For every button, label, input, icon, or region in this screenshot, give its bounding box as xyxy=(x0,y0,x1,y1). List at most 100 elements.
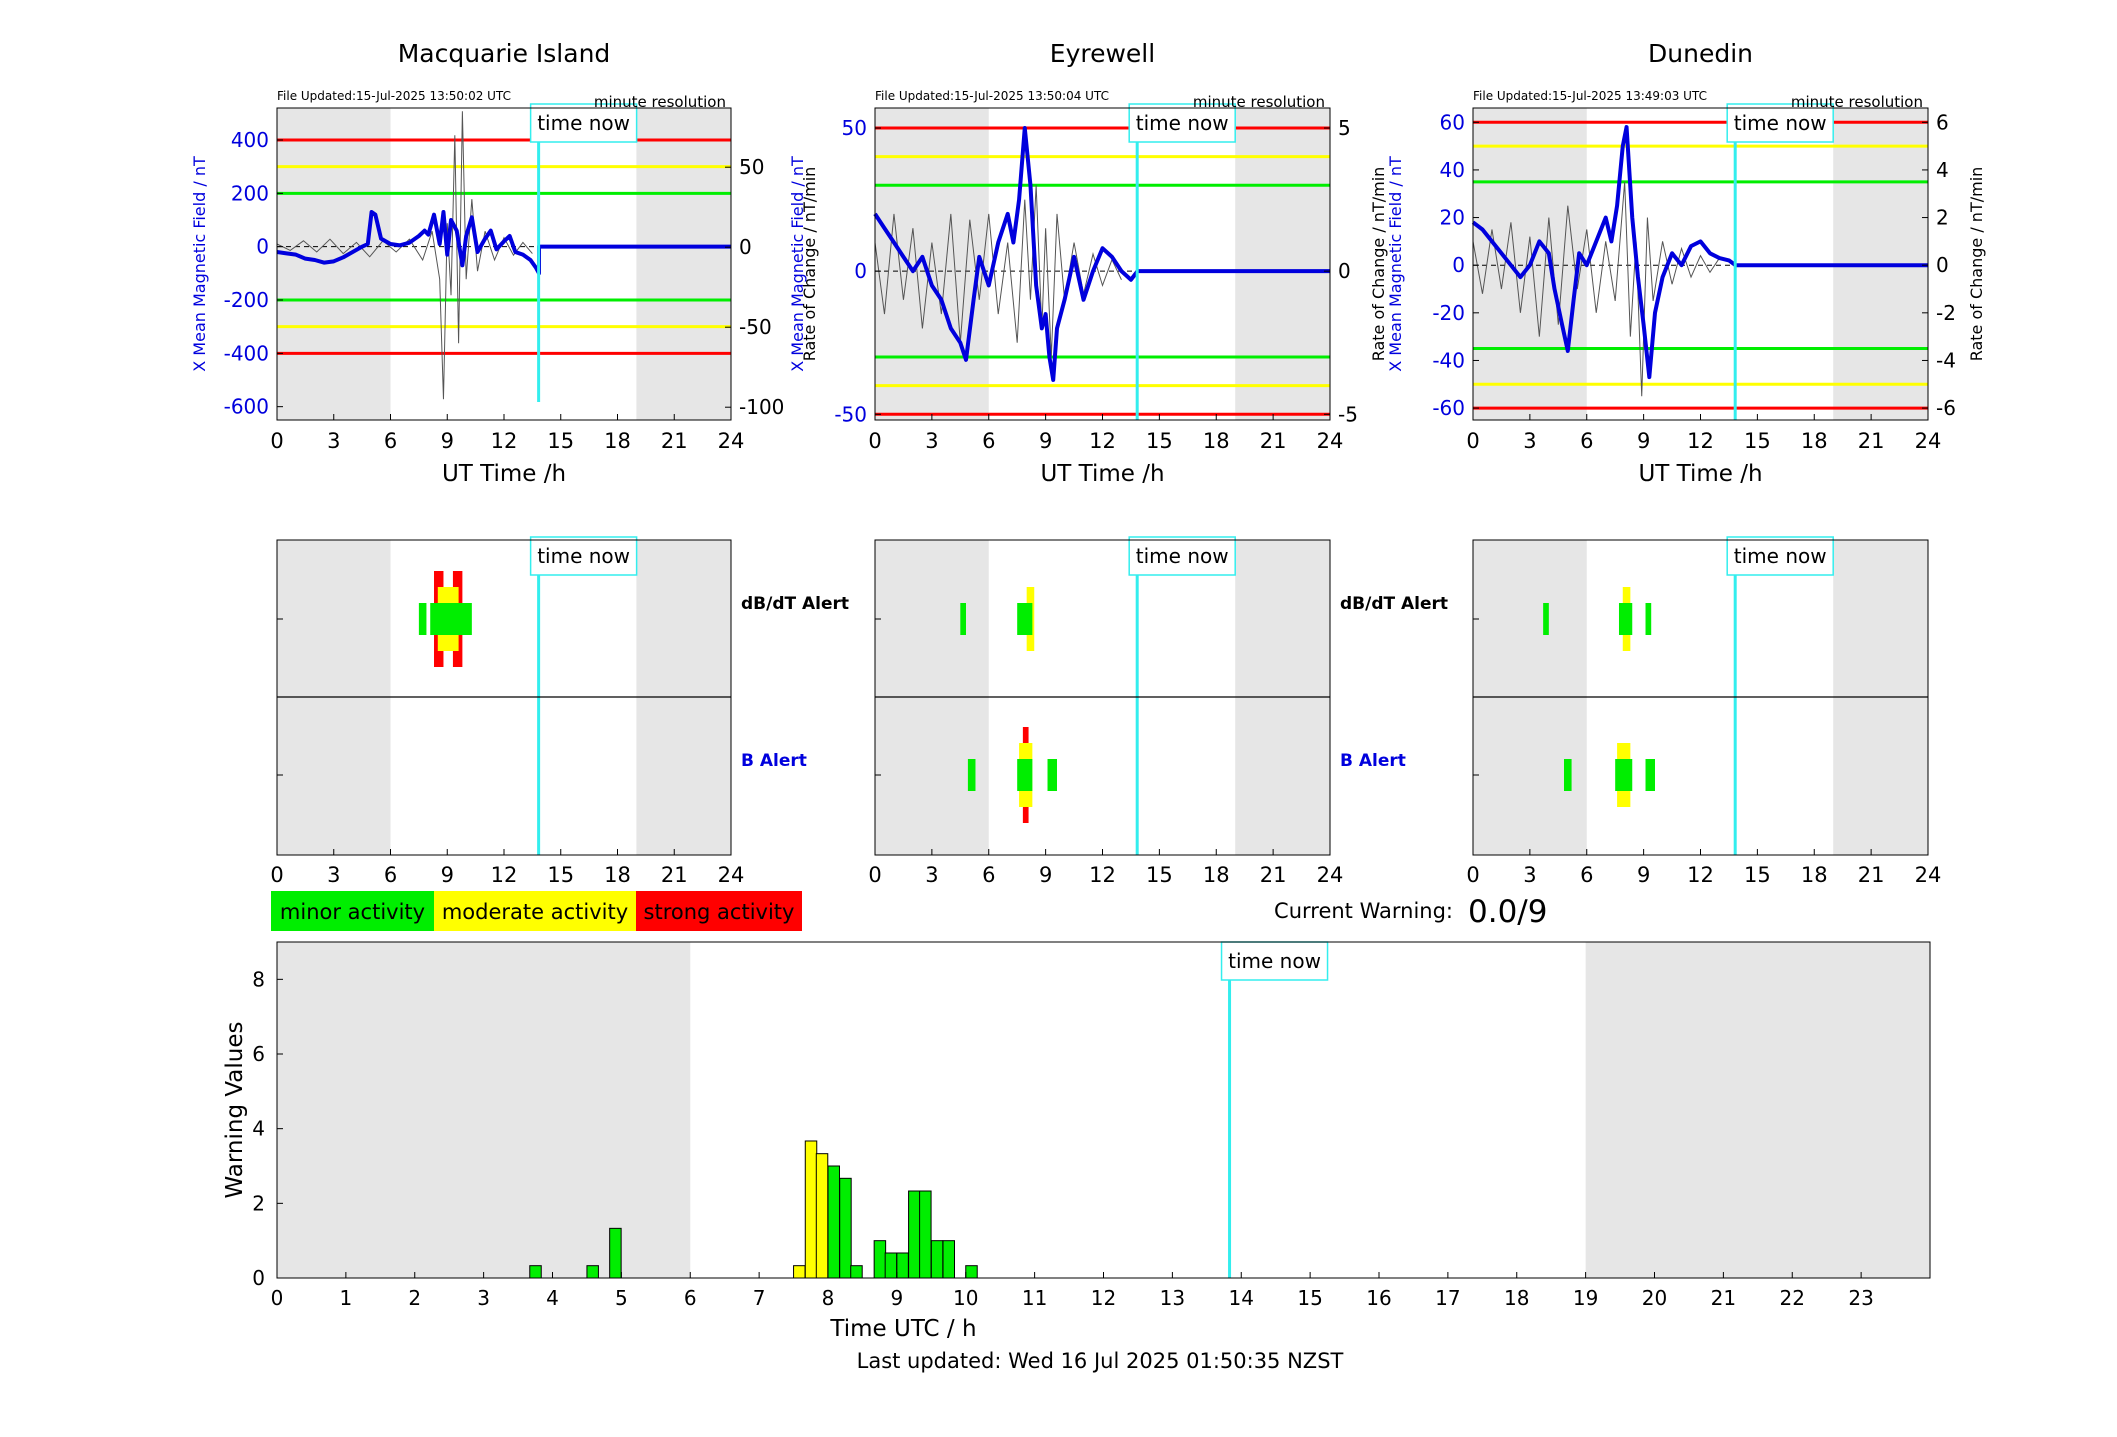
x-field-series xyxy=(1471,125,1928,380)
b-alert-label: B Alert xyxy=(1340,751,1406,771)
dbdt-alert-label: dB/dT Alert xyxy=(1340,594,1448,614)
y-axis-label-left: X Mean Magnetic Field / nT xyxy=(190,156,209,372)
x-tick-label: 12 xyxy=(491,429,518,453)
x-tick-label: 0 xyxy=(270,863,283,887)
b-alert-bar xyxy=(967,759,976,791)
y-tick-label-right: 6 xyxy=(1936,110,1949,134)
warning-bar xyxy=(919,1190,932,1279)
alert-panel-0: time now 0 3 6 9 12 15 18 21 24 dB/dT Alert B Alert xyxy=(270,536,849,887)
y-tick-label-left: -20 xyxy=(1432,301,1465,325)
y-tick-label-left: -60 xyxy=(1432,396,1465,420)
warning-bar xyxy=(908,1190,921,1279)
x-tick-label: 15 xyxy=(547,429,574,453)
x-field-series xyxy=(276,210,731,276)
y-tick-label-right: -5 xyxy=(1338,402,1358,426)
x-tick-label: 24 xyxy=(1915,863,1942,887)
panel-title: Macquarie Island xyxy=(398,39,611,68)
time-now-box xyxy=(1128,103,1236,143)
y-tick-label-left: 0 xyxy=(1452,253,1465,277)
x-tick-label: 6 xyxy=(384,863,397,887)
resolution-text: minute resolution xyxy=(594,93,726,111)
x-tick-label: 3 xyxy=(925,429,938,453)
x-tick-label: 12 xyxy=(1687,429,1714,453)
y-tick-label-right: -2 xyxy=(1936,301,1956,325)
night-shading xyxy=(277,108,391,420)
dbdt-alert-bar xyxy=(1017,603,1033,635)
x-tick-label: 18 xyxy=(1801,863,1828,887)
resolution-text: minute resolution xyxy=(1193,93,1325,111)
file-updated-text: File Updated:15-Jul-2025 13:50:04 UTC xyxy=(875,89,1109,103)
b-alert-bar xyxy=(1017,759,1033,791)
y-tick-label-right: -50 xyxy=(739,315,772,339)
y-tick-label-right: 0 xyxy=(1338,259,1351,283)
x-tick-label: 12 xyxy=(491,863,518,887)
x-tick-label: 0 xyxy=(1466,429,1479,453)
y-tick-label-left: -600 xyxy=(224,395,269,419)
file-updated-text: File Updated:15-Jul-2025 13:49:03 UTC xyxy=(1473,89,1707,103)
magnetogram-panel-0: time now 0 3 6 9 12 15 18 21 24 -600 -400 -200 0 200 40… xyxy=(190,39,819,487)
time-now-box xyxy=(1726,103,1834,143)
y-tick-label-left: -200 xyxy=(224,288,269,312)
x-tick-label: 13 xyxy=(1160,1286,1185,1310)
x-tick-label: 15 xyxy=(1297,1286,1322,1310)
time-now-box xyxy=(529,536,638,576)
x-tick-label: 0 xyxy=(271,1286,284,1310)
x-tick-label: 15 xyxy=(1744,429,1771,453)
y-tick-label: 4 xyxy=(252,1117,265,1141)
alert-panel-1: time now 0 3 6 9 12 15 18 21 24 dB/dT Alert B Alert xyxy=(868,536,1448,887)
time-now-box xyxy=(1726,536,1834,576)
strong-legend-swatch xyxy=(636,891,802,931)
time-now-label: time now xyxy=(529,103,638,143)
x-tick-label: 3 xyxy=(1523,429,1536,453)
x-tick-label: 21 xyxy=(1260,429,1287,453)
y-tick-label-left: 200 xyxy=(231,181,269,205)
moderate-legend-label: moderate activity xyxy=(442,900,628,924)
x-tick-label: 18 xyxy=(1203,863,1230,887)
dbdt-alert-bar xyxy=(1618,603,1633,635)
x-axis-label: Time UTC / h xyxy=(829,1316,976,1342)
current-warning-value: 0.0/9 xyxy=(1468,894,1547,930)
time-now-text: time now xyxy=(537,111,630,135)
warning-bar xyxy=(942,1240,956,1279)
moderate-legend-swatch xyxy=(434,891,636,931)
b-alert-bar xyxy=(1645,759,1655,791)
panel-title: Dunedin xyxy=(1648,39,1753,68)
x-tick-label: 21 xyxy=(1858,863,1885,887)
x-tick-label: 9 xyxy=(891,1286,904,1310)
warning-bar xyxy=(827,1165,840,1279)
night-shading xyxy=(636,108,731,420)
warning-bar xyxy=(896,1252,909,1279)
dbdt-alert-bar xyxy=(960,603,966,635)
resolution-text: minute resolution xyxy=(1791,93,1923,111)
x-tick-label: 18 xyxy=(604,863,631,887)
dbdt-alert-bar xyxy=(1645,603,1652,635)
time-now-text: time now xyxy=(1734,111,1827,135)
x-tick-label: 18 xyxy=(604,429,631,453)
x-tick-label: 24 xyxy=(718,429,745,453)
time-now-label: time now xyxy=(529,536,638,576)
x-tick-label: 3 xyxy=(925,863,938,887)
x-tick-label: 21 xyxy=(1858,429,1885,453)
y-tick-label-right: 2 xyxy=(1936,206,1949,230)
rate-of-change-series xyxy=(874,185,1122,358)
x-axis-label: UT Time /h xyxy=(1040,461,1164,487)
x-tick-label: 15 xyxy=(1146,429,1173,453)
x-tick-label: 1 xyxy=(340,1286,353,1310)
night-shading xyxy=(277,942,691,1278)
activity-legend: minor activity moderate activity strong ac… xyxy=(271,891,802,931)
x-tick-label: 9 xyxy=(1039,863,1052,887)
b-alert-bar xyxy=(1564,759,1572,791)
time-now-text: time now xyxy=(537,544,630,568)
x-tick-label: 21 xyxy=(661,429,688,453)
minor-legend-label: minor activity xyxy=(280,900,425,924)
warning-bar xyxy=(930,1240,944,1279)
x-tick-label: 24 xyxy=(1915,429,1942,453)
x-tick-label: 19 xyxy=(1573,1286,1598,1310)
x-tick-label: 10 xyxy=(953,1286,978,1310)
y-axis-label-right: Rate of Change / nT/min xyxy=(1967,167,1986,362)
x-field-series xyxy=(873,126,1330,382)
dbdt-alert-bar xyxy=(418,603,427,635)
dbdt-alert-label: dB/dT Alert xyxy=(741,594,849,614)
x-tick-label: 6 xyxy=(1580,863,1593,887)
